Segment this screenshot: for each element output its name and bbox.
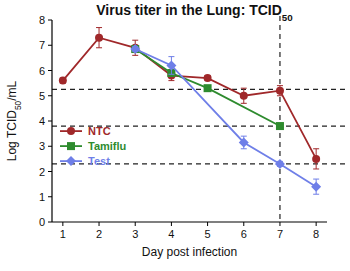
x-axis xyxy=(52,221,327,222)
x-tick xyxy=(207,222,208,226)
data-point xyxy=(276,87,284,95)
plot-area xyxy=(59,28,321,195)
legend-label: NTC xyxy=(88,125,111,137)
y-tick-label: 0 xyxy=(39,216,45,228)
data-point xyxy=(276,122,284,130)
chart: Virus titer in the Lung: TCID50 0 1 2 3 4 5 6 7 8… xyxy=(0,0,350,271)
y-tick xyxy=(48,45,52,46)
y-tick-label: 6 xyxy=(39,65,45,77)
reference-line xyxy=(52,89,347,90)
data-point xyxy=(312,155,320,163)
data-point xyxy=(239,137,249,147)
y-tick xyxy=(48,20,52,21)
error-bar xyxy=(313,149,319,169)
y-tick-label: 4 xyxy=(39,115,45,127)
x-tick xyxy=(243,222,244,226)
x-tick xyxy=(99,222,100,226)
y-tick-label: 7 xyxy=(39,39,45,51)
x-tick-label: 7 xyxy=(277,228,283,240)
data-point xyxy=(275,159,285,169)
x-tick-label: 8 xyxy=(313,228,319,240)
data-point xyxy=(204,84,212,92)
y-tick-label: 1 xyxy=(39,191,45,203)
legend-marker xyxy=(67,127,75,135)
y-tick xyxy=(48,95,52,96)
error-bar xyxy=(96,28,102,48)
data-point xyxy=(95,34,103,42)
reference-line xyxy=(279,16,280,222)
error-bar xyxy=(241,88,247,103)
y-tick-label: 3 xyxy=(39,140,45,152)
data-point xyxy=(204,74,212,82)
y-tick xyxy=(48,222,52,223)
x-tick xyxy=(135,222,136,226)
y-tick xyxy=(48,146,52,147)
y-tick xyxy=(48,121,52,122)
y-tick xyxy=(48,196,52,197)
error-bar xyxy=(277,86,283,96)
x-tick xyxy=(279,222,280,226)
y-tick-label: 5 xyxy=(39,90,45,102)
x-tick xyxy=(316,222,317,226)
y-tick-label: 2 xyxy=(39,166,45,178)
legend-marker xyxy=(67,142,75,150)
legend: NTC Tamiflu Test xyxy=(60,125,126,167)
x-tick-label: 6 xyxy=(241,228,247,240)
series-line xyxy=(135,49,316,187)
legend-label: Test xyxy=(88,155,110,167)
x-tick-label: 3 xyxy=(132,228,138,240)
series-line xyxy=(63,38,316,159)
data-point xyxy=(311,182,321,192)
legend-marker xyxy=(66,156,76,166)
legend-label: Tamiflu xyxy=(88,140,126,152)
series-line xyxy=(135,49,280,126)
y-tick-label: 8 xyxy=(39,14,45,26)
data-point xyxy=(166,60,176,70)
y-axis-title: Log TCID50/mL xyxy=(5,80,23,161)
x-tick-label: 2 xyxy=(96,228,102,240)
x-tick-label: 1 xyxy=(60,228,66,240)
title: Virus titer in the Lung: TCID50 xyxy=(96,2,293,23)
x-tick xyxy=(171,222,172,226)
x-tick-label: 5 xyxy=(205,228,211,240)
data-point xyxy=(130,44,140,54)
data-point xyxy=(131,45,139,53)
data-point xyxy=(59,77,67,85)
x-tick xyxy=(62,222,63,226)
x-axis-title: Day post infection xyxy=(142,245,237,259)
x-tick-label: 4 xyxy=(168,228,174,240)
y-tick xyxy=(48,171,52,172)
y-tick xyxy=(48,70,52,71)
data-point xyxy=(240,92,248,100)
